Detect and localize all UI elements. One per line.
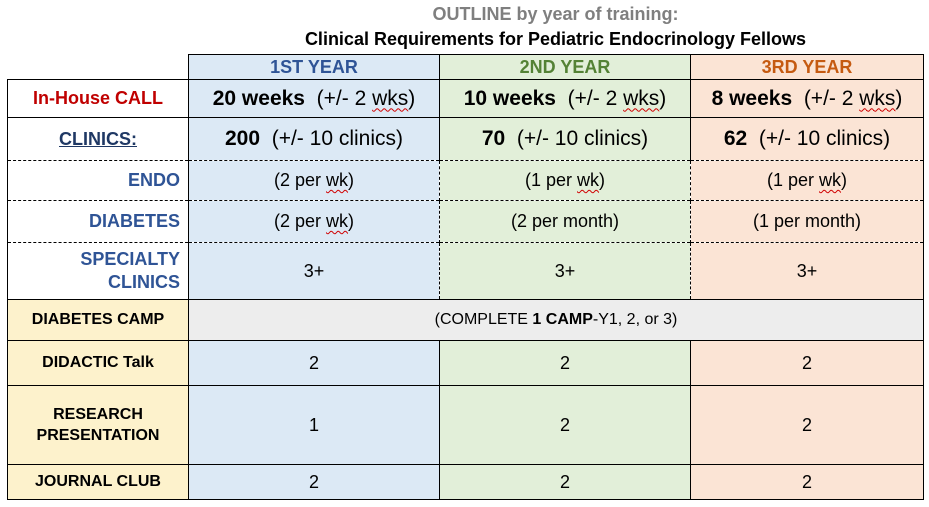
- camp-post: -Y1, 2, or 3): [592, 311, 678, 328]
- specialty-year-1: 3+: [188, 242, 440, 300]
- specialty-label: SPECIALTY CLINICS: [7, 242, 189, 300]
- outline-title: OUTLINE by year of training:: [188, 3, 923, 25]
- diabetes-year-1-post: ): [348, 211, 355, 231]
- outline-rest: by year of training:: [511, 4, 679, 24]
- research-label: RESEARCH PRESENTATION: [7, 385, 189, 465]
- journal-year-2: 2: [439, 464, 691, 500]
- diabetes-year-2: (2 per month): [439, 200, 691, 243]
- didactic-label: DIDACTIC Talk: [7, 340, 189, 386]
- endo-year-2: (1 per wk): [439, 160, 691, 201]
- specialty-label-line2: CLINICS: [108, 272, 180, 292]
- specialty-year-3: 3+: [690, 242, 924, 300]
- journal-year-1: 2: [188, 464, 440, 500]
- specialty-row: SPECIALTY CLINICS 3+ 3+ 3+: [7, 242, 924, 300]
- call-year-2-weeks: 10 weeks: [463, 86, 556, 110]
- clinics-year-3: 62 (+/- 10 clinics): [690, 117, 924, 161]
- call-year-2-close: ): [659, 86, 667, 110]
- call-year-1-unit: wks: [372, 86, 409, 110]
- call-label: In-House CALL: [7, 79, 189, 118]
- header-year-3: 3RD YEAR: [690, 54, 924, 80]
- clinics-year-2-count: 70: [481, 127, 506, 150]
- didactic-year-3: 2: [690, 340, 924, 386]
- camp-requirement: (COMPLETE 1 CAMP-Y1, 2, or 3): [188, 299, 924, 341]
- research-year-1: 1: [188, 385, 440, 465]
- endo-label: ENDO: [7, 160, 189, 201]
- clinics-row: CLINICS: 200 (+/- 10 clinics) 70 (+/- 10…: [7, 117, 924, 161]
- journal-year-3: 2: [690, 464, 924, 500]
- page-subtitle: Clinical Requirements for Pediatric Endo…: [304, 29, 807, 49]
- endo-year-3: (1 per wk): [690, 160, 924, 201]
- call-year-3-paren: (+/- 2: [803, 86, 860, 110]
- call-year-2-paren: (+/- 2: [567, 86, 624, 110]
- diabetes-row: DIABETES (2 per wk) (2 per month) (1 per…: [7, 200, 924, 243]
- endo-year-2-post: ): [599, 170, 606, 190]
- endo-year-2-pre: (1 per: [524, 170, 578, 190]
- clinics-year-1-count: 200: [225, 127, 261, 150]
- call-year-3-weeks: 8 weeks: [711, 86, 793, 110]
- call-year-1-weeks: 20 weeks: [212, 86, 305, 110]
- call-row: In-House CALL 20 weeks (+/- 2 wks) 10 we…: [7, 79, 924, 118]
- call-year-2: 10 weeks (+/- 2 wks): [439, 79, 691, 118]
- call-year-1: 20 weeks (+/- 2 wks): [188, 79, 440, 118]
- didactic-row: DIDACTIC Talk 2 2 2: [7, 340, 924, 386]
- endo-year-1: (2 per wk): [188, 160, 440, 201]
- clinics-year-3-count: 62: [723, 127, 748, 150]
- research-year-2: 2: [439, 385, 691, 465]
- journal-label: JOURNAL CLUB: [7, 464, 189, 500]
- endo-year-3-pre: (1 per: [766, 170, 820, 190]
- outline-word: OUTLINE: [432, 4, 512, 24]
- camp-bold: 1 CAMP: [532, 311, 593, 328]
- diabetes-year-1-unit: wk: [326, 211, 349, 231]
- endo-year-1-post: ): [348, 170, 355, 190]
- specialty-year-2: 3+: [439, 242, 691, 300]
- call-year-3-close: ): [895, 86, 903, 110]
- camp-label: DIABETES CAMP: [7, 299, 189, 341]
- header-year-2: 2ND YEAR: [439, 54, 691, 80]
- endo-year-1-pre: (2 per: [273, 170, 327, 190]
- header-row: 1ST YEAR 2ND YEAR 3RD YEAR: [8, 54, 924, 80]
- endo-row: ENDO (2 per wk) (1 per wk) (1 per wk): [7, 160, 924, 201]
- call-year-3: 8 weeks (+/- 2 wks): [690, 79, 924, 118]
- research-label-line2: PRESENTATION: [36, 427, 160, 444]
- call-year-1-close: ): [408, 86, 416, 110]
- clinics-year-1-range: (+/- 10 clinics): [271, 127, 403, 150]
- diabetes-label: DIABETES: [7, 200, 189, 243]
- clinics-year-3-range: (+/- 10 clinics): [758, 127, 891, 150]
- research-year-3: 2: [690, 385, 924, 465]
- specialty-label-line1: SPECIALTY: [80, 249, 180, 269]
- clinics-year-2: 70 (+/- 10 clinics): [439, 117, 691, 161]
- header-empty-cell: [8, 55, 189, 80]
- research-label-line1: RESEARCH: [53, 406, 143, 423]
- endo-year-3-post: ): [841, 170, 848, 190]
- call-year-1-paren: (+/- 2: [316, 86, 373, 110]
- call-year-2-unit: wks: [623, 86, 660, 110]
- clinics-year-1: 200 (+/- 10 clinics): [188, 117, 440, 161]
- header-year-1: 1ST YEAR: [188, 54, 440, 80]
- diabetes-year-1: (2 per wk): [188, 200, 440, 243]
- clinics-year-2-range: (+/- 10 clinics): [516, 127, 649, 150]
- camp-pre: (COMPLETE: [434, 311, 533, 328]
- diabetes-year-3: (1 per month): [690, 200, 924, 243]
- didactic-year-1: 2: [188, 340, 440, 386]
- research-row: RESEARCH PRESENTATION 1 2 2: [7, 385, 924, 465]
- endo-year-3-unit: wk: [819, 170, 842, 190]
- camp-row: DIABETES CAMP (COMPLETE 1 CAMP-Y1, 2, or…: [7, 299, 924, 341]
- didactic-year-2: 2: [439, 340, 691, 386]
- clinics-label: CLINICS:: [7, 117, 189, 161]
- diabetes-year-1-pre: (2 per: [273, 211, 327, 231]
- requirements-table: 1ST YEAR 2ND YEAR 3RD YEAR In-House CALL…: [7, 54, 924, 500]
- endo-year-2-unit: wk: [577, 170, 600, 190]
- endo-year-1-unit: wk: [326, 170, 349, 190]
- journal-row: JOURNAL CLUB 2 2 2: [7, 464, 924, 500]
- call-year-3-unit: wks: [859, 86, 896, 110]
